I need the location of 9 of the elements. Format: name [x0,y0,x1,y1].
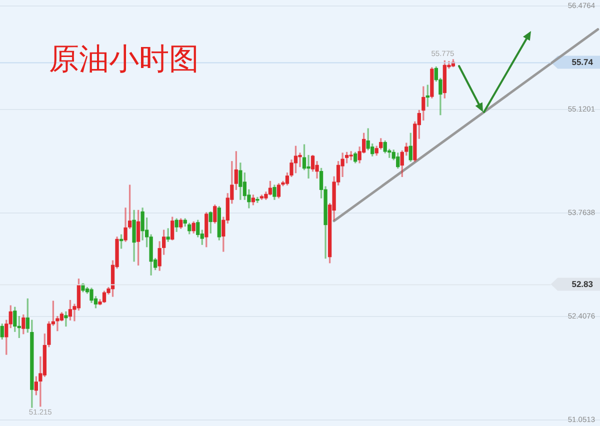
candlestick [298,152,302,168]
candlestick [306,154,310,179]
candlestick [56,316,60,332]
ref-line-label: 52.83 [572,279,594,290]
candlestick [349,151,353,160]
text: 原油小时图 [49,42,199,77]
candlestick [64,311,68,327]
ref-line-label: 55.74 [572,57,594,68]
candlestick [256,196,260,203]
